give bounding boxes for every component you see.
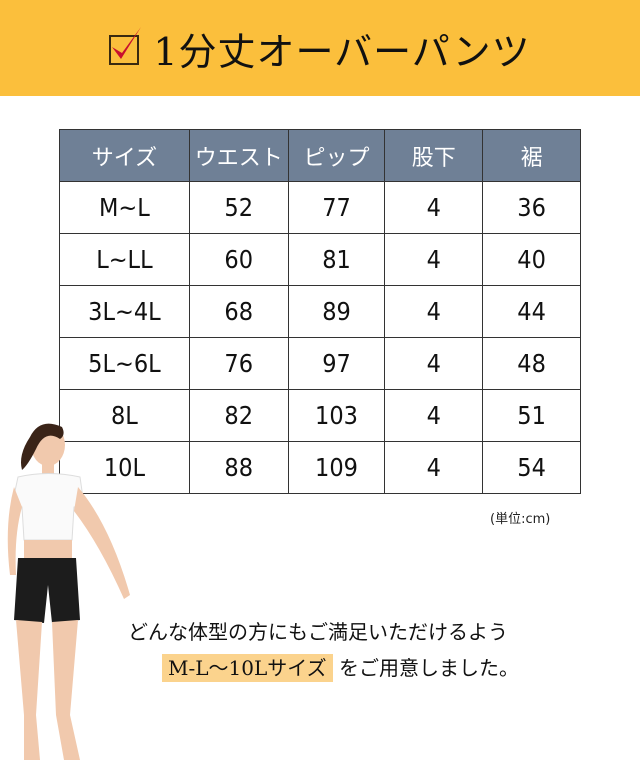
table-row: M~L 52 77 4 36 [59, 181, 581, 234]
table-cell: 77 [287, 181, 386, 234]
table-cell: 3L~4L [59, 285, 190, 338]
table-cell: 44 [482, 285, 581, 338]
page-title: 1分丈オーバーパンツ [153, 29, 531, 74]
table-row: L~LL 60 81 4 40 [59, 233, 581, 286]
column-header: ピップ [287, 129, 386, 182]
table-cell: 88 [188, 441, 289, 494]
table-cell: 97 [287, 337, 386, 390]
table-cell: 4 [384, 181, 484, 234]
column-header: サイズ [59, 129, 190, 182]
table-cell: 68 [188, 285, 289, 338]
table-cell: 4 [384, 233, 484, 286]
table-cell: 40 [482, 233, 581, 286]
table-cell: 48 [482, 337, 581, 390]
table-cell: 4 [384, 389, 484, 442]
table-cell: 60 [188, 233, 289, 286]
column-header: 股下 [384, 129, 484, 182]
table-cell: 4 [384, 285, 484, 338]
column-header: ウエスト [188, 129, 289, 182]
table-cell: 52 [188, 181, 289, 234]
table-cell: 5L~6L [59, 337, 190, 390]
size-range-highlight: M-L〜10Lサイズ [162, 654, 333, 682]
message-line-2: M-L〜10Lサイズ をご用意しました。 [162, 652, 520, 682]
table-cell: L~LL [59, 233, 190, 286]
table-header-row: サイズ ウエスト ピップ 股下裾 [59, 129, 581, 182]
table-cell: 103 [287, 389, 386, 442]
table-cell: 76 [188, 337, 289, 390]
title-banner: 1分丈オーバーパンツ [0, 0, 640, 96]
column-header: 裾 [482, 129, 581, 182]
table-cell: 4 [384, 441, 484, 494]
message-line-1: どんな体型の方にもご満足いただけるよう [128, 620, 508, 644]
table-row: 5L~6L 76 97 4 48 [59, 337, 581, 390]
model-photo [7, 423, 130, 760]
table-cell: 4 [384, 337, 484, 390]
table-cell: 82 [188, 389, 289, 442]
table-cell: M~L [59, 181, 190, 234]
table-row: 10L 88 109 4 54 [59, 441, 581, 494]
message-line-2-rest: をご用意しました。 [339, 656, 520, 680]
unit-note: (単位:cm) [490, 512, 551, 527]
checkbox-checked-icon [109, 27, 142, 65]
table-cell: 109 [287, 441, 386, 494]
table-cell: 89 [287, 285, 386, 338]
table-cell: 54 [482, 441, 581, 494]
size-table: サイズ ウエスト ピップ 股下裾 M~L 52 77 4 36 L~LL 60 81 4 40 3L~4L… [59, 129, 581, 494]
table-cell: 51 [482, 389, 581, 442]
table-cell: 81 [287, 233, 386, 286]
table-cell: 36 [482, 181, 581, 234]
table-row: 3L~4L 68 89 4 44 [59, 285, 581, 338]
